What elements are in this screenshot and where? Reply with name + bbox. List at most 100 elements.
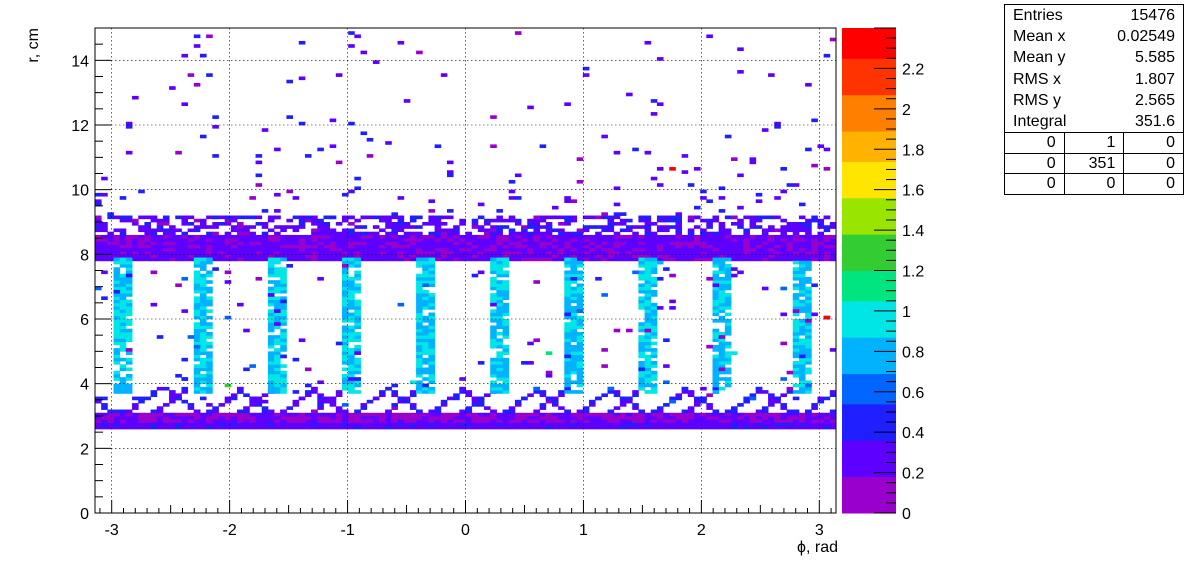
- heatmap-cell: [113, 373, 121, 378]
- heatmap-cell: [755, 244, 763, 249]
- heatmap-cell: [298, 254, 306, 258]
- heatmap-cell: [527, 251, 534, 255]
- heatmap-cell: [348, 416, 355, 420]
- heatmap-cell: [243, 406, 250, 410]
- heatmap-cell: [199, 328, 207, 333]
- heatmap-cell: [749, 416, 757, 420]
- heatmap-cell: [119, 276, 127, 281]
- heatmap-cell: [416, 319, 423, 323]
- heatmap-cell: [206, 373, 213, 378]
- heatmap-cell: [95, 257, 102, 262]
- heatmap-cell: [570, 270, 578, 275]
- heatmap-cell: [644, 222, 652, 226]
- heatmap-cell: [521, 419, 528, 423]
- heatmap-cell: [656, 183, 664, 187]
- heatmap-cell: [428, 315, 436, 320]
- heatmap-cell: [416, 254, 423, 258]
- heatmap-cell: [366, 154, 374, 158]
- heatmap-cell: [644, 276, 652, 281]
- heatmap-cell: [311, 416, 318, 420]
- heatmap-cell: [632, 254, 639, 258]
- heatmap-cell: [132, 244, 139, 249]
- heatmap-cell: [342, 335, 349, 339]
- heatmap-cell: [638, 254, 645, 258]
- heatmap-cell: [354, 419, 361, 423]
- heatmap-cell: [311, 231, 318, 236]
- heatmap-cell: [811, 215, 818, 220]
- heatmap-cell: [798, 228, 806, 233]
- heatmap-cell: [428, 270, 436, 275]
- heatmap-cell: [274, 192, 281, 197]
- color-scale-step: [842, 185, 896, 193]
- color-scale-step: [842, 88, 896, 96]
- heatmap-cell: [533, 228, 540, 233]
- heatmap-cell: [440, 403, 448, 407]
- heatmap-cell: [700, 396, 707, 401]
- heatmap-cell: [175, 283, 182, 288]
- heatmap-cell: [379, 425, 386, 430]
- heatmap-cell: [724, 293, 732, 297]
- color-scale-step: [842, 446, 896, 453]
- heatmap-cell: [132, 416, 139, 420]
- color-scale-step: [842, 434, 896, 441]
- heatmap-cell: [496, 283, 503, 288]
- heatmap-cell: [354, 234, 361, 239]
- heatmap-cell: [274, 241, 281, 246]
- heatmap-cell: [496, 315, 503, 320]
- heatmap-cell: [224, 241, 232, 246]
- heatmap-cell: [669, 399, 676, 404]
- heatmap-cell: [749, 419, 757, 423]
- heatmap-cell: [798, 386, 806, 391]
- heatmap-cell: [589, 225, 596, 229]
- heatmap-cell: [274, 322, 281, 326]
- heatmap-cell: [724, 238, 732, 242]
- heatmap-cell: [193, 390, 201, 394]
- heatmap-cell: [138, 238, 145, 242]
- heatmap-cell: [354, 425, 361, 430]
- heatmap-cell: [366, 425, 374, 430]
- heatmap-cell: [453, 228, 460, 233]
- heatmap-cell: [514, 251, 522, 255]
- heatmap-cell: [422, 247, 429, 252]
- heatmap-cell: [335, 341, 343, 346]
- heatmap-cell: [354, 367, 361, 372]
- heatmap-cell: [644, 254, 652, 258]
- heatmap-cell: [669, 241, 676, 246]
- heatmap-cell: [700, 257, 707, 262]
- heatmap-cell: [372, 419, 380, 423]
- heatmap-cell: [780, 341, 787, 346]
- heatmap-cell: [274, 309, 281, 313]
- heatmap-cell: [576, 247, 584, 252]
- heatmap-cell: [663, 412, 670, 417]
- heatmap-cell: [564, 386, 571, 391]
- heatmap-cell: [675, 228, 683, 233]
- heatmap-cell: [656, 241, 664, 246]
- heatmap-cell: [274, 412, 281, 417]
- heatmap-cell: [292, 422, 300, 427]
- heatmap-cell: [193, 280, 201, 284]
- heatmap-cell: [823, 425, 831, 430]
- heatmap-cell: [823, 53, 831, 58]
- heatmap-cell: [496, 325, 503, 330]
- heatmap-cell: [267, 361, 275, 365]
- heatmap-cell: [348, 31, 355, 35]
- heatmap-cell: [564, 341, 571, 346]
- heatmap-cell: [798, 357, 806, 362]
- heatmap-cell: [656, 425, 664, 430]
- heatmap-cell: [132, 254, 139, 258]
- heatmap-cell: [193, 254, 201, 258]
- heatmap-cell: [601, 251, 608, 255]
- heatmap-cell: [539, 419, 547, 423]
- heatmap-cell: [193, 422, 201, 427]
- heatmap-cell: [261, 406, 269, 410]
- heatmap-cell: [113, 357, 121, 362]
- heatmap-cell: [348, 241, 355, 246]
- heatmap-cell: [199, 53, 207, 58]
- heatmap-cell: [342, 306, 349, 310]
- heatmap-cell: [162, 238, 170, 242]
- stats-label: RMS x: [1013, 70, 1061, 88]
- heatmap-cell: [582, 234, 590, 239]
- heatmap-cell: [453, 231, 460, 236]
- heatmap-cell: [484, 231, 491, 236]
- heatmap-cell: [125, 338, 133, 343]
